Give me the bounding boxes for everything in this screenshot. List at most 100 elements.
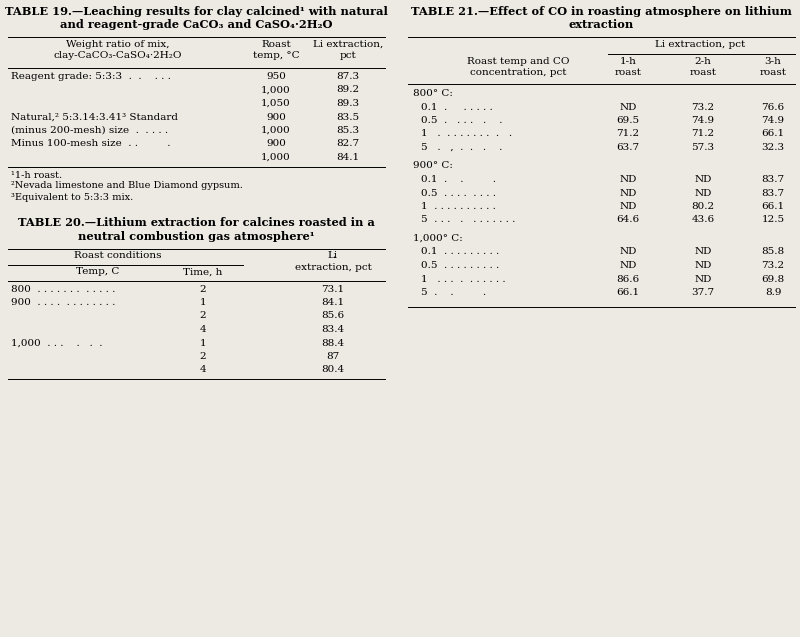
Text: 71.2: 71.2 [691, 129, 714, 138]
Text: ND: ND [694, 248, 712, 257]
Text: ND: ND [619, 261, 637, 270]
Text: 2-h
roast: 2-h roast [690, 57, 717, 77]
Text: 1,000  . . .    .   .  .: 1,000 . . . . . . [11, 338, 102, 348]
Text: Natural,² 5:3.14:3.41³ Standard: Natural,² 5:3.14:3.41³ Standard [11, 113, 178, 122]
Text: ND: ND [694, 189, 712, 197]
Text: 73.2: 73.2 [762, 261, 785, 270]
Text: (minus 200-mesh) size  .  . . . .: (minus 200-mesh) size . . . . . [11, 126, 168, 135]
Text: 76.6: 76.6 [762, 103, 785, 111]
Text: 1: 1 [200, 298, 206, 307]
Text: 4: 4 [200, 325, 206, 334]
Text: 2: 2 [200, 285, 206, 294]
Text: 0.1  .    .         .: 0.1 . . . [421, 175, 496, 184]
Text: 1-h
roast: 1-h roast [614, 57, 642, 77]
Text: 80.4: 80.4 [322, 366, 345, 375]
Text: ND: ND [619, 175, 637, 184]
Text: Time, h: Time, h [183, 268, 222, 276]
Text: 87: 87 [326, 352, 340, 361]
Text: ND: ND [619, 189, 637, 197]
Text: ND: ND [619, 103, 637, 111]
Text: 900° C:: 900° C: [413, 162, 453, 171]
Text: ³Equivalent to 5:3:3 mix.: ³Equivalent to 5:3:3 mix. [11, 192, 134, 201]
Text: 71.2: 71.2 [617, 129, 639, 138]
Text: 1,000: 1,000 [261, 85, 291, 94]
Text: extraction: extraction [569, 19, 634, 30]
Text: 84.1: 84.1 [337, 153, 359, 162]
Text: 800° C:: 800° C: [413, 89, 453, 98]
Text: 1   . . .  .  . . . . . .: 1 . . . . . . . . . . [421, 275, 506, 283]
Text: 73.1: 73.1 [322, 285, 345, 294]
Text: 69.5: 69.5 [617, 116, 639, 125]
Text: 88.4: 88.4 [322, 338, 345, 348]
Text: 900  . . . .  . . . . . . . .: 900 . . . . . . . . . . . . [11, 298, 115, 307]
Text: 0.1  . . . . . . . . .: 0.1 . . . . . . . . . [421, 248, 499, 257]
Text: 0.5  .   . . .   .    .: 0.5 . . . . . . [421, 116, 502, 125]
Text: 3-h
roast: 3-h roast [759, 57, 786, 77]
Text: 73.2: 73.2 [691, 103, 714, 111]
Text: 1,000° C:: 1,000° C: [413, 234, 462, 243]
Text: TABLE 20.—Lithium extraction for calcines roasted in a: TABLE 20.—Lithium extraction for calcine… [18, 217, 375, 229]
Text: 66.1: 66.1 [762, 202, 785, 211]
Text: Minus 100-mesh size  . .         .: Minus 100-mesh size . . . [11, 140, 170, 148]
Text: TABLE 21.—Effect of CO in roasting atmosphere on lithium: TABLE 21.—Effect of CO in roasting atmos… [411, 6, 792, 17]
Text: Li
extraction, pct: Li extraction, pct [294, 252, 371, 271]
Text: 64.6: 64.6 [617, 215, 639, 224]
Text: 5  . . .   .   . . . . . . .: 5 . . . . . . . . . . . [421, 215, 515, 224]
Text: 1,000: 1,000 [261, 153, 291, 162]
Text: ND: ND [694, 275, 712, 283]
Text: Li extraction, pct: Li extraction, pct [655, 40, 746, 49]
Text: ²Nevada limestone and Blue Diamond gypsum.: ²Nevada limestone and Blue Diamond gypsu… [11, 182, 243, 190]
Text: Weight ratio of mix,
clay-CaCO₃-CaSO₄·2H₂O: Weight ratio of mix, clay-CaCO₃-CaSO₄·2H… [54, 40, 182, 60]
Text: 37.7: 37.7 [691, 288, 714, 297]
Text: 82.7: 82.7 [337, 140, 359, 148]
Text: 74.9: 74.9 [691, 116, 714, 125]
Text: ¹1-h roast.: ¹1-h roast. [11, 171, 62, 180]
Text: 32.3: 32.3 [762, 143, 785, 152]
Text: 4: 4 [200, 366, 206, 375]
Text: 5   .   ,  .  .   .    .: 5 . , . . . . [421, 143, 502, 152]
Text: 0.5  . . . .  . . . .: 0.5 . . . . . . . . [421, 189, 496, 197]
Text: Roast temp and CO
concentration, pct: Roast temp and CO concentration, pct [466, 57, 570, 77]
Text: 66.1: 66.1 [762, 129, 785, 138]
Text: Roast conditions: Roast conditions [74, 252, 162, 261]
Text: 43.6: 43.6 [691, 215, 714, 224]
Text: 85.3: 85.3 [337, 126, 359, 135]
Text: 83.4: 83.4 [322, 325, 345, 334]
Text: TABLE 19.—Leaching results for clay calcined¹ with natural: TABLE 19.—Leaching results for clay calc… [5, 6, 388, 17]
Text: 800  . . . . . . .  . . . . .: 800 . . . . . . . . . . . . [11, 285, 115, 294]
Text: 80.2: 80.2 [691, 202, 714, 211]
Text: Roast
temp, °C: Roast temp, °C [253, 40, 299, 60]
Text: 85.6: 85.6 [322, 311, 345, 320]
Text: ND: ND [619, 202, 637, 211]
Text: 1,050: 1,050 [261, 99, 291, 108]
Text: 0.5  . . . . . . . . .: 0.5 . . . . . . . . . [421, 261, 499, 270]
Text: 900: 900 [266, 113, 286, 122]
Text: 69.8: 69.8 [762, 275, 785, 283]
Text: ND: ND [619, 248, 637, 257]
Text: 900: 900 [266, 140, 286, 148]
Text: ND: ND [694, 175, 712, 184]
Text: 74.9: 74.9 [762, 116, 785, 125]
Text: 5  .    .         .: 5 . . . [421, 288, 486, 297]
Text: 83.7: 83.7 [762, 175, 785, 184]
Text: 1  . . . . . . . . . .: 1 . . . . . . . . . . [421, 202, 496, 211]
Text: neutral combustion gas atmosphere¹: neutral combustion gas atmosphere¹ [78, 231, 315, 241]
Text: 2: 2 [200, 352, 206, 361]
Text: 84.1: 84.1 [322, 298, 345, 307]
Text: 83.7: 83.7 [762, 189, 785, 197]
Text: 63.7: 63.7 [617, 143, 639, 152]
Text: 66.1: 66.1 [617, 288, 639, 297]
Text: 12.5: 12.5 [762, 215, 785, 224]
Text: 87.3: 87.3 [337, 72, 359, 81]
Text: 1   .  . . . . . . .  .   .: 1 . . . . . . . . . . [421, 129, 512, 138]
Text: 1: 1 [200, 338, 206, 348]
Text: 1,000: 1,000 [261, 126, 291, 135]
Text: Reagent grade: 5:3:3  .  .    . . .: Reagent grade: 5:3:3 . . . . . [11, 72, 171, 81]
Text: 85.8: 85.8 [762, 248, 785, 257]
Text: Li extraction,
pct: Li extraction, pct [313, 40, 383, 60]
Text: 2: 2 [200, 311, 206, 320]
Text: 89.3: 89.3 [337, 99, 359, 108]
Text: and reagent-grade CaCO₃ and CaSO₄·2H₂O: and reagent-grade CaCO₃ and CaSO₄·2H₂O [60, 19, 333, 30]
Text: 89.2: 89.2 [337, 85, 359, 94]
Text: 83.5: 83.5 [337, 113, 359, 122]
